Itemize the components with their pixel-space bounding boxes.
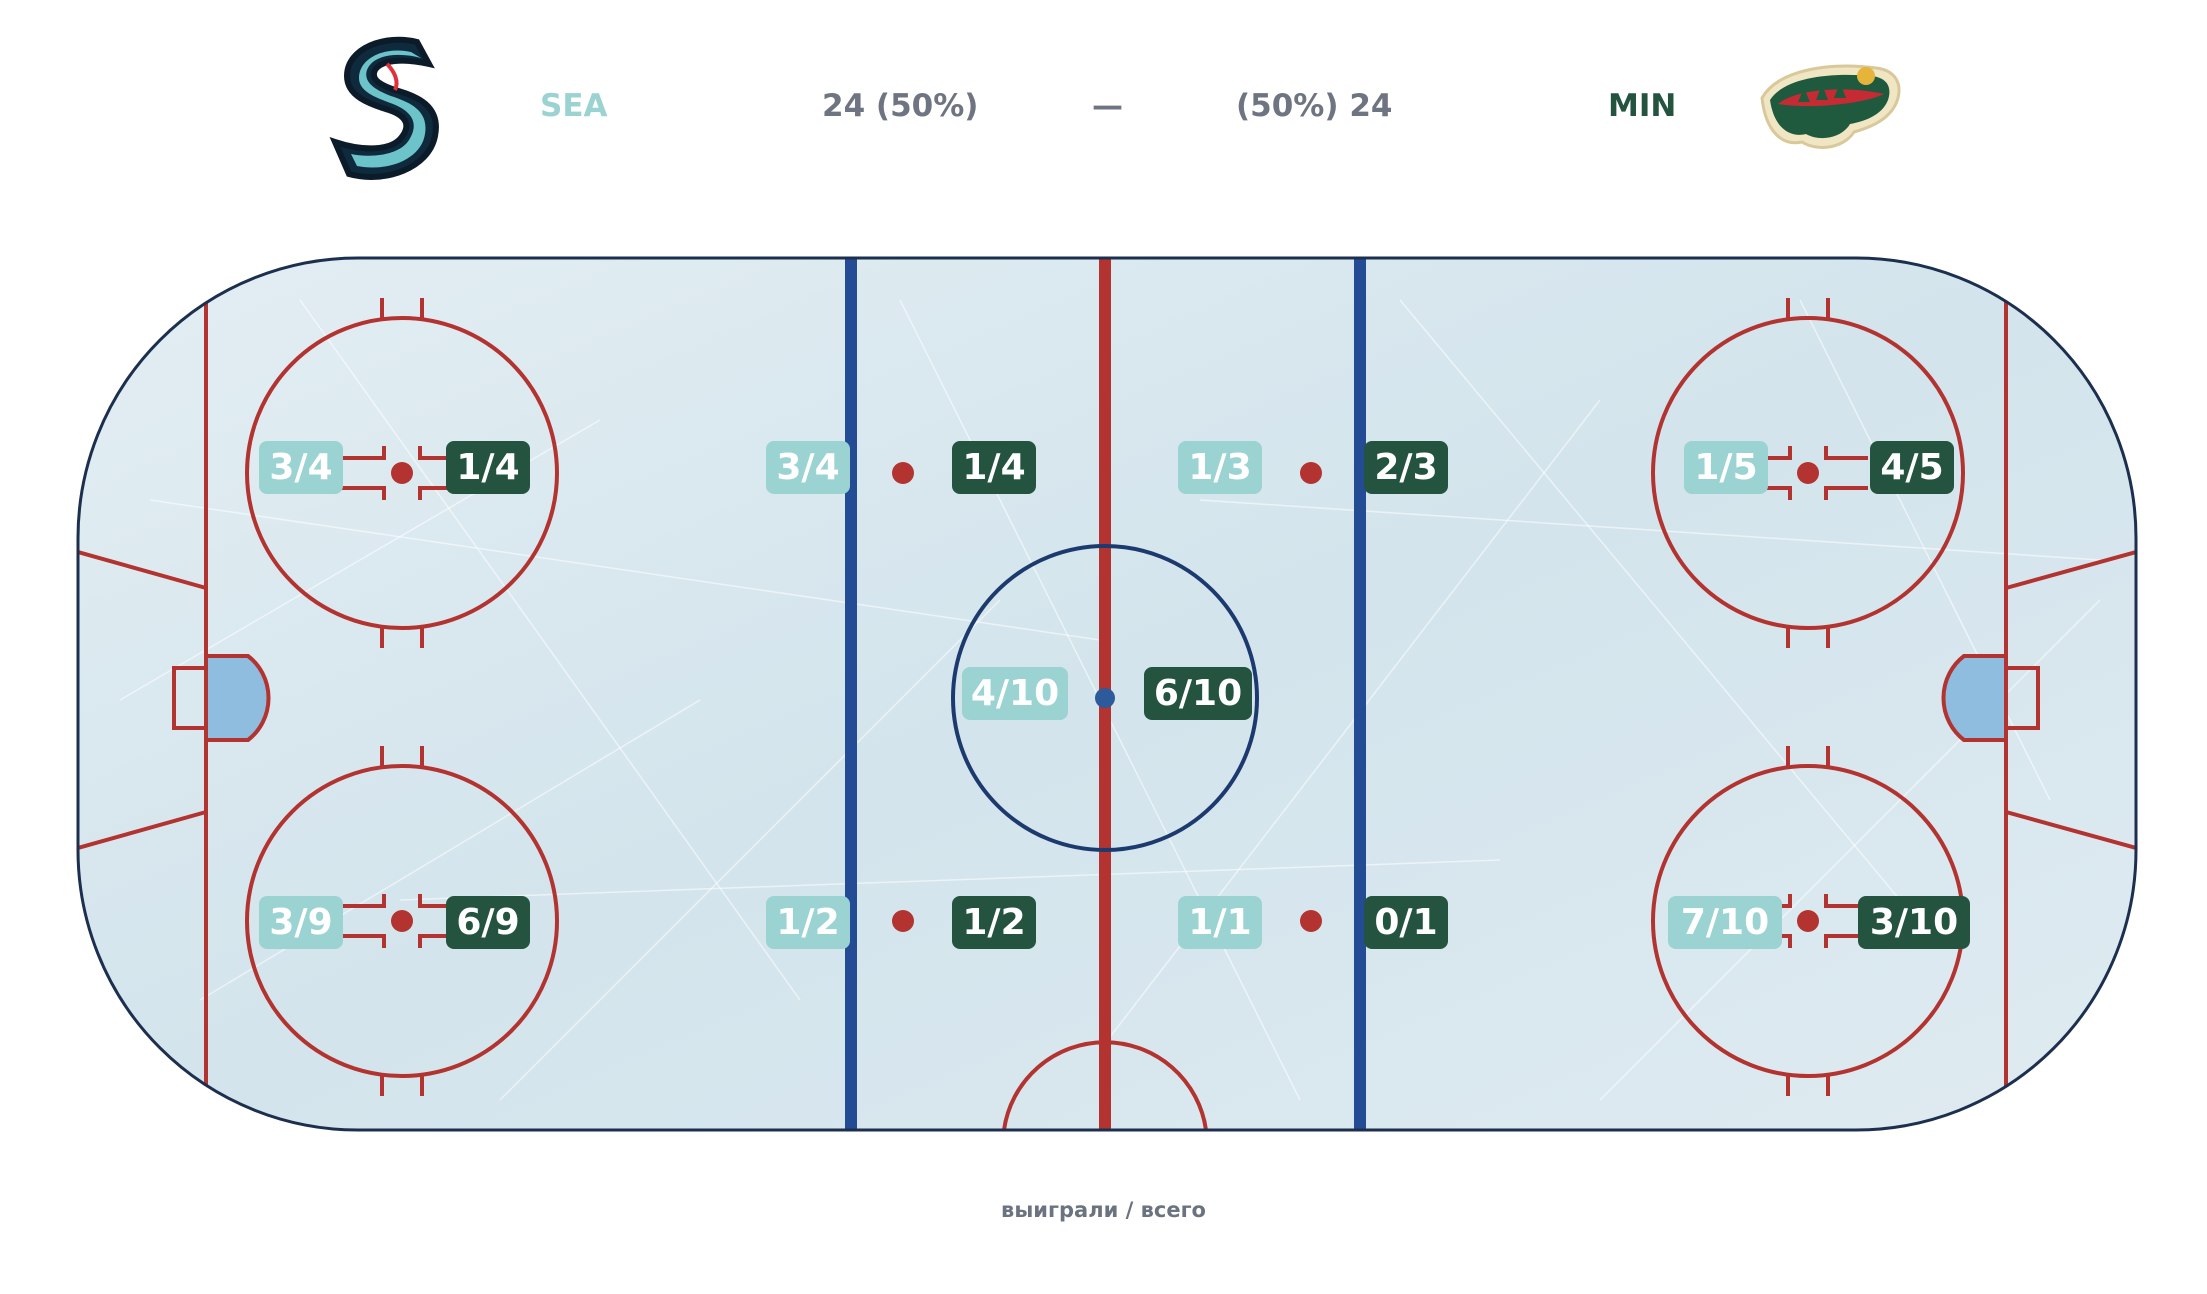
home-neutral-top-away-wins: 1/4 [952,441,1036,494]
blue-line-right [1354,258,1366,1130]
home-zone-top-away-wins: 1/4 [446,441,530,494]
goal-crease-left [204,654,271,742]
wild-logo-icon [1760,64,1901,149]
away-neutral-top-away-wins: 2/3 [1364,441,1448,494]
home-zone-bottom-home-wins: 3/9 [259,896,343,949]
home-team-abbr: SEA [540,88,608,124]
away-zone-bottom-away-wins: 3/10 [1858,896,1970,949]
faceoff-circles [245,298,1965,1096]
away-zone-top-away-wins: 4/5 [1870,441,1954,494]
away-neutral-bottom-home-wins: 1/1 [1178,896,1262,949]
home-zone-top-home-wins: 3/4 [259,441,343,494]
game-header: SEA 24 (50%) — (50%) 24 MIN [0,0,2207,220]
center-ice-away-wins: 6/10 [1144,667,1252,720]
center-ice-home-wins: 4/10 [962,667,1068,720]
home-neutral-bottom-away-wins: 1/2 [952,896,1036,949]
home-zone-bottom-away-wins: 6/9 [446,896,530,949]
home-neutral-bottom-home-wins: 1/2 [766,896,850,949]
away-zone-bottom-home-wins: 7/10 [1668,896,1782,949]
legend-caption: выиграли / всего [1001,1198,1206,1222]
center-circle [951,544,1259,852]
away-neutral-bottom-away-wins: 0/1 [1364,896,1448,949]
away-faceoff-total: (50%) 24 [1236,88,1393,124]
score-separator: — [1092,88,1123,124]
home-faceoff-total: 24 (50%) [822,88,979,124]
home-neutral-top-home-wins: 3/4 [766,441,850,494]
blue-line-left [845,258,857,1130]
away-neutral-top-home-wins: 1/3 [1178,441,1262,494]
ice-scratches [119,299,2101,1101]
away-zone-top-home-wins: 1/5 [1684,441,1768,494]
kraken-s-logo-icon [329,36,439,180]
away-team-abbr: MIN [1608,88,1677,124]
goal-crease-right [1941,654,2008,742]
faceoff-dots [391,462,1819,932]
rink-boards [76,256,2138,1132]
